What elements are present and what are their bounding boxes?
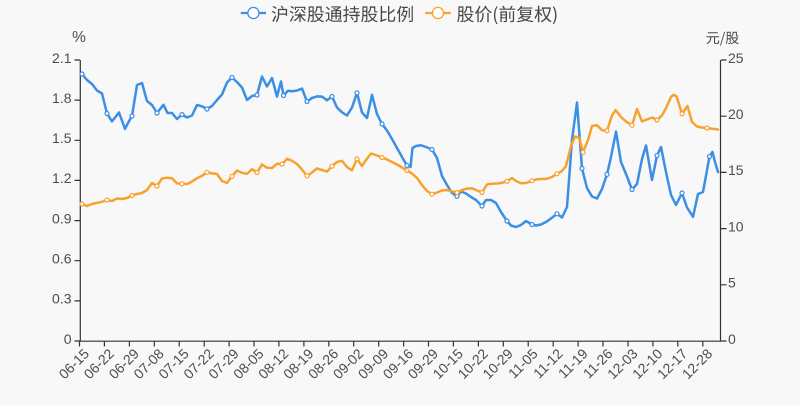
svg-text:20: 20 [728, 106, 744, 122]
svg-text:1.5: 1.5 [52, 130, 72, 146]
svg-text:2.1: 2.1 [52, 50, 72, 66]
svg-text:0: 0 [64, 331, 72, 347]
svg-text:15: 15 [728, 162, 744, 178]
svg-text:0: 0 [728, 331, 736, 347]
svg-text:5: 5 [728, 275, 736, 291]
svg-text:10: 10 [728, 218, 744, 234]
svg-text:0.9: 0.9 [52, 210, 72, 226]
svg-text:25: 25 [728, 50, 744, 66]
svg-text:1.2: 1.2 [52, 170, 72, 186]
svg-text:0.3: 0.3 [52, 291, 72, 307]
svg-text:0.6: 0.6 [52, 251, 72, 267]
svg-text:%: % [72, 29, 86, 46]
svg-text:1.8: 1.8 [52, 90, 72, 106]
